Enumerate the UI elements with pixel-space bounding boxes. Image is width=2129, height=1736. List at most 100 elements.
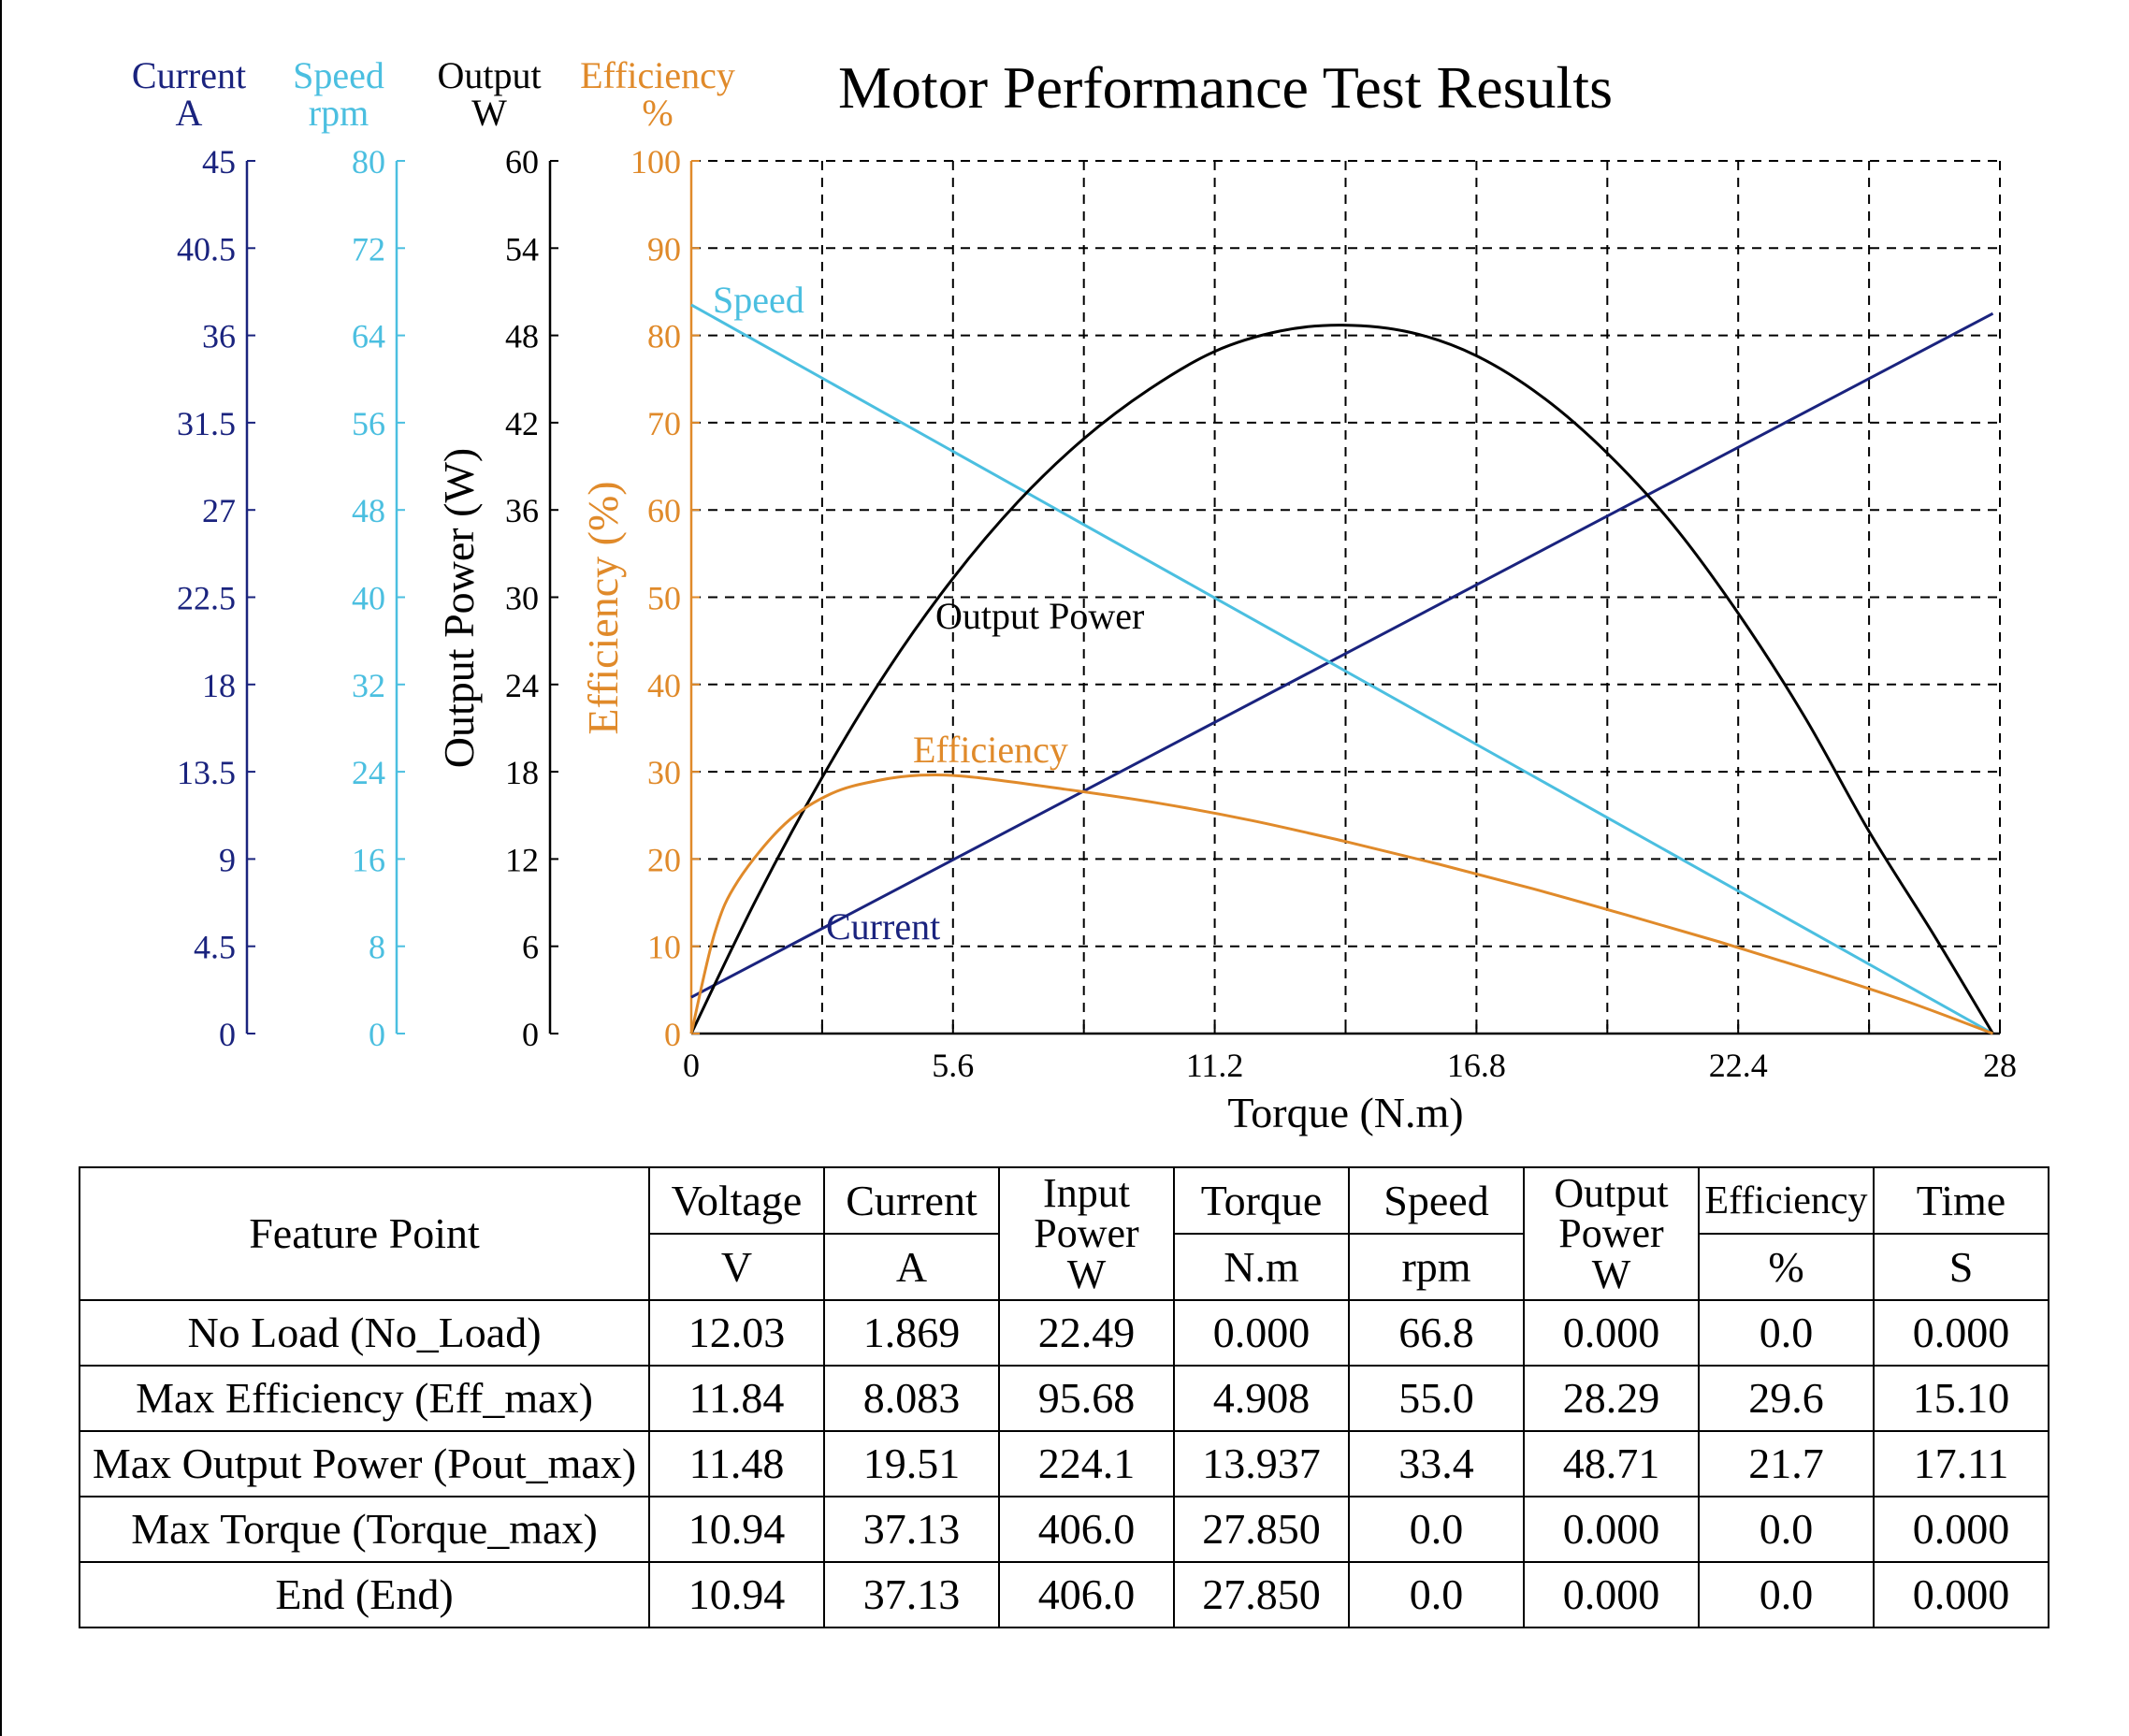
output-tick-label: 54 [505,230,539,268]
current-axis-unit: A [176,92,203,134]
table-cell: 11.48 [648,1430,825,1497]
col-output-power-name: Output Power [1554,1170,1669,1257]
table-cell: 406.0 [998,1561,1175,1628]
col-speed-unit: rpm [1348,1233,1525,1301]
efficiency-axis-name: Efficiency [580,54,735,96]
col-output-power-unit: W [1591,1251,1631,1297]
col-time-name: Time [1873,1166,2049,1235]
series-label-current: Current [826,905,940,948]
current-tick-label: 31.5 [177,405,236,442]
current-tick-label: 45 [202,143,236,181]
row-label: Max Output Power (Pout_max) [79,1430,650,1497]
output-tick-label: 48 [505,318,539,355]
speed-tick-label: 40 [352,580,385,617]
table-cell: 0.000 [1873,1299,2049,1367]
table-cell: 224.1 [998,1430,1175,1497]
output-axis-unit: W [471,92,507,134]
table-cell: 0.0 [1698,1496,1875,1563]
table-cell: 8.083 [823,1365,1000,1432]
table-cell: 1.869 [823,1299,1000,1367]
output-tick-label: 6 [522,929,539,966]
output-tick-label: 30 [505,580,539,617]
table-cell: 12.03 [648,1299,825,1367]
col-torque-unit: N.m [1173,1233,1350,1301]
efficiency-tick-label: 40 [647,667,681,704]
table-row: Max Output Power (Pout_max) 11.48 19.51 … [79,1430,2049,1497]
series-line-efficiency [689,773,1994,1035]
annotations: Speed Output Power Efficiency Current [713,279,1144,948]
table-cell: 27.850 [1173,1496,1350,1563]
table-cell: 66.8 [1348,1299,1525,1367]
col-time-unit: S [1873,1233,2049,1301]
col-efficiency-unit: % [1698,1233,1875,1301]
current-tick-label: 0 [219,1016,236,1053]
table-cell: 21.7 [1698,1430,1875,1497]
x-tick-label: 0 [683,1047,700,1084]
output-axis-title: Output Power (W) [435,448,483,768]
table-row: End (End) 10.94 37.13 406.0 27.850 0.0 0… [79,1561,2049,1628]
speed-tick-label: 16 [352,841,385,878]
col-output-power-header: Output Power W [1523,1166,1700,1301]
page-left-border [0,0,2,1736]
col-input-power-unit: W [1066,1251,1107,1297]
x-tick-label: 22.4 [1709,1047,1768,1084]
table-cell: 0.000 [1523,1561,1700,1628]
output-tick-label: 12 [505,841,539,878]
current-tick-label: 18 [202,667,236,704]
row-label: Max Efficiency (Eff_max) [79,1365,650,1432]
x-tick-label: 5.6 [932,1047,974,1084]
col-torque-name: Torque [1173,1166,1350,1235]
speed-tick-label: 48 [352,492,385,529]
speed-tick-label: 24 [352,754,385,791]
efficiency-tick-label: 80 [647,318,681,355]
efficiency-tick-label: 30 [647,754,681,791]
table-cell: 0.000 [1873,1561,2049,1628]
series-line-speed [690,303,1994,1035]
speed-tick-label: 64 [352,318,385,355]
row-label: End (End) [79,1561,650,1628]
col-voltage-name: Voltage [648,1166,825,1235]
table-row: No Load (No_Load) 12.03 1.869 22.49 0.00… [79,1299,2049,1367]
table-cell: 28.29 [1523,1365,1700,1432]
table-cell: 19.51 [823,1430,1000,1497]
speed-tick-label: 0 [369,1016,385,1053]
speed-tick-label: 72 [352,230,385,268]
table-cell: 55.0 [1348,1365,1525,1432]
current-tick-label: 9 [219,841,236,878]
col-voltage-unit: V [648,1233,825,1301]
output-tick-label: 18 [505,754,539,791]
axes: 0 5.6 11.2 16.8 22.4 28 Torque (N.m) 0 4.5 9 13.5 1… [132,54,2017,1136]
row-label: Max Torque (Torque_max) [79,1496,650,1563]
x-tick-label: 16.8 [1447,1047,1506,1084]
motor-performance-chart: Motor Performance Test Results 0 5.6 11.2 1… [132,54,2017,1136]
table-cell: 48.71 [1523,1430,1700,1497]
col-input-power-header: Input Power W [998,1166,1175,1301]
table-cell: 37.13 [823,1496,1000,1563]
table-cell: 17.11 [1873,1430,2049,1497]
table-cell: 37.13 [823,1561,1000,1628]
table-cell: 11.84 [648,1365,825,1432]
efficiency-axis-title: Efficiency (%) [579,481,627,734]
table-cell: 29.6 [1698,1365,1875,1432]
table-row: Max Efficiency (Eff_max) 11.84 8.083 95.… [79,1365,2049,1432]
efficiency-tick-label: 10 [647,929,681,966]
table-cell: 27.850 [1173,1561,1350,1628]
output-axis-name: Output [437,54,541,96]
output-tick-label: 60 [505,143,539,181]
series [689,303,1994,1035]
current-tick-label: 40.5 [177,230,236,268]
feature-point-header: Feature Point [79,1166,650,1301]
chart-title: Motor Performance Test Results [838,54,1613,121]
current-tick-label: 36 [202,318,236,355]
table-cell: 0.0 [1348,1496,1525,1563]
efficiency-tick-label: 70 [647,405,681,442]
table-row: Max Torque (Torque_max) 10.94 37.13 406.… [79,1496,2049,1563]
col-speed-name: Speed [1348,1166,1525,1235]
current-tick-label: 4.5 [194,929,236,966]
table-cell: 33.4 [1348,1430,1525,1497]
table-cell: 0.0 [1698,1299,1875,1367]
table-cell: 406.0 [998,1496,1175,1563]
output-tick-label: 24 [505,667,539,704]
current-tick-label: 27 [202,492,236,529]
speed-tick-label: 8 [369,929,385,966]
